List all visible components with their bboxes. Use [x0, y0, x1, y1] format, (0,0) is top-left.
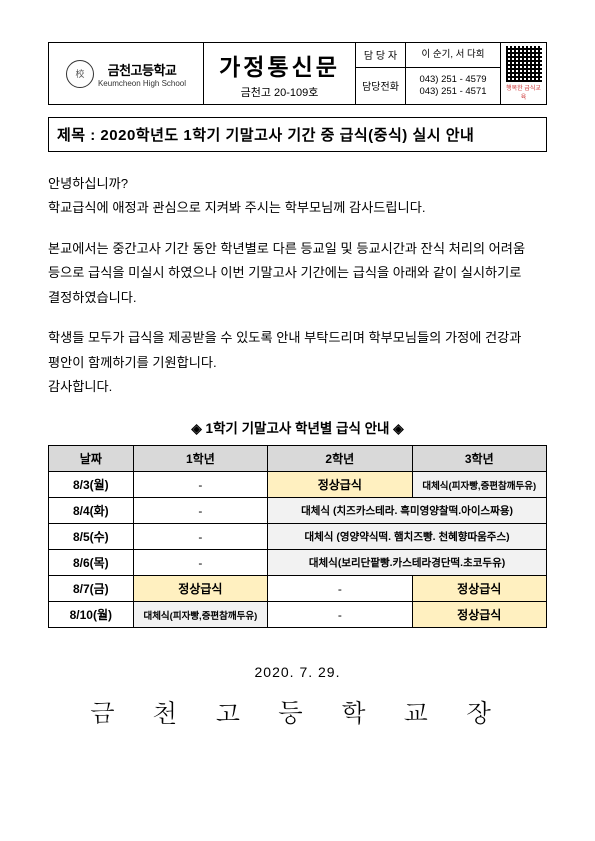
- letterhead-table: 校 금천고등학교 Keumcheon High School 가정통신문 금천고…: [48, 42, 547, 105]
- title-cell: 가정통신문 금천고 20-109호: [204, 43, 356, 105]
- table-row: 8/7(금)정상급식-정상급식: [49, 576, 547, 602]
- greeting-line1: 안녕하십니까?: [48, 176, 128, 191]
- meal-cell: 대체식 (영양약식떡. 햄치즈빵. 천혜향따움주스): [268, 524, 547, 550]
- contact-phone-value: 043) 251 - 4579 043) 251 - 4571: [406, 67, 501, 104]
- doc-number: 금천고 20-109호: [206, 84, 353, 100]
- greeting-para: 안녕하십니까? 학교급식에 애정과 관심으로 지켜봐 주시는 학부모님께 감사드…: [48, 172, 547, 221]
- meal-table-caption: ◈ 1학기 기말고사 학년별 급식 안내 ◈: [48, 417, 547, 437]
- meal-cell: -: [133, 472, 267, 498]
- table-header-row: 날짜1학년2학년3학년: [49, 446, 547, 472]
- meal-schedule-table: 날짜1학년2학년3학년 8/3(월)-정상급식대체식(피자빵,증편참깨두유)8/…: [48, 445, 547, 628]
- doc-title: 가정통신문: [206, 48, 353, 82]
- date-cell: 8/6(목): [49, 550, 134, 576]
- meal-cell: 대체식(피자빵,증편참깨두유): [412, 472, 546, 498]
- meal-cell: 대체식(보리단팥빵.카스테라경단떡.초코두유): [268, 550, 547, 576]
- school-seal-icon: 校: [66, 60, 94, 88]
- closing-line2: 감사합니다.: [48, 379, 112, 394]
- table-header-cell: 1학년: [133, 446, 267, 472]
- date-cell: 8/4(화): [49, 498, 134, 524]
- meal-cell: -: [133, 524, 267, 550]
- meal-cell: 대체식 (치즈카스테라. 흑미영양찰떡.아이스짜용): [268, 498, 547, 524]
- main-para: 본교에서는 중간고사 기간 동안 학년별로 다른 등교일 및 등교시간과 잔식 …: [48, 237, 547, 310]
- date-cell: 8/5(수): [49, 524, 134, 550]
- table-body: 8/3(월)-정상급식대체식(피자빵,증편참깨두유)8/4(화)-대체식 (치즈…: [49, 472, 547, 628]
- school-name-kr: 금천고등학교: [98, 60, 186, 79]
- table-header-cell: 3학년: [412, 446, 546, 472]
- meal-cell: -: [133, 498, 267, 524]
- issue-date: 2020. 7. 29.: [48, 664, 547, 680]
- date-cell: 8/10(월): [49, 602, 134, 628]
- table-header-cell: 날짜: [49, 446, 134, 472]
- table-header-cell: 2학년: [268, 446, 412, 472]
- meal-cell: 대체식(피자빵,증편참깨두유): [133, 602, 267, 628]
- phone-2: 043) 251 - 4571: [410, 86, 496, 98]
- contact-person-label: 담 당 자: [356, 43, 406, 68]
- closing-para: 학생들 모두가 급식을 제공받을 수 있도록 안내 부탁드리며 학부모님들의 가…: [48, 326, 547, 399]
- table-row: 8/6(목)-대체식(보리단팥빵.카스테라경단떡.초코두유): [49, 550, 547, 576]
- table-row: 8/3(월)-정상급식대체식(피자빵,증편참깨두유): [49, 472, 547, 498]
- closing-line1: 학생들 모두가 급식을 제공받을 수 있도록 안내 부탁드리며 학부모님들의 가…: [48, 330, 521, 369]
- meal-cell: 정상급식: [412, 576, 546, 602]
- meal-cell: 정상급식: [133, 576, 267, 602]
- qr-code-icon: [506, 46, 542, 82]
- table-row: 8/5(수)-대체식 (영양약식떡. 햄치즈빵. 천혜향따움주스): [49, 524, 547, 550]
- school-cell: 校 금천고등학교 Keumcheon High School: [49, 43, 204, 105]
- meal-cell: 정상급식: [412, 602, 546, 628]
- principal-signature: 금 천 고 등 학 교 장: [48, 694, 547, 730]
- subject-box: 제목 : 2020학년도 1학기 기말고사 기간 중 급식(중식) 실시 안내: [48, 117, 547, 152]
- date-cell: 8/7(금): [49, 576, 134, 602]
- greeting-line2: 학교급식에 애정과 관심으로 지켜봐 주시는 학부모님께 감사드립니다.: [48, 200, 426, 215]
- contact-person-value: 이 순기, 서 다희: [406, 43, 501, 68]
- table-row: 8/4(화)-대체식 (치즈카스테라. 흑미영양찰떡.아이스짜용): [49, 498, 547, 524]
- qr-caption: 행복한 급식교육: [504, 83, 543, 101]
- meal-cell: -: [133, 550, 267, 576]
- contact-phone-label: 담당전화: [356, 67, 406, 104]
- meal-cell: -: [268, 602, 412, 628]
- qr-cell: 행복한 급식교육: [501, 43, 547, 105]
- meal-cell: 정상급식: [268, 472, 412, 498]
- meal-cell: -: [268, 576, 412, 602]
- phone-1: 043) 251 - 4579: [410, 74, 496, 86]
- date-cell: 8/3(월): [49, 472, 134, 498]
- school-name-en: Keumcheon High School: [98, 79, 186, 88]
- table-row: 8/10(월)대체식(피자빵,증편참깨두유)-정상급식: [49, 602, 547, 628]
